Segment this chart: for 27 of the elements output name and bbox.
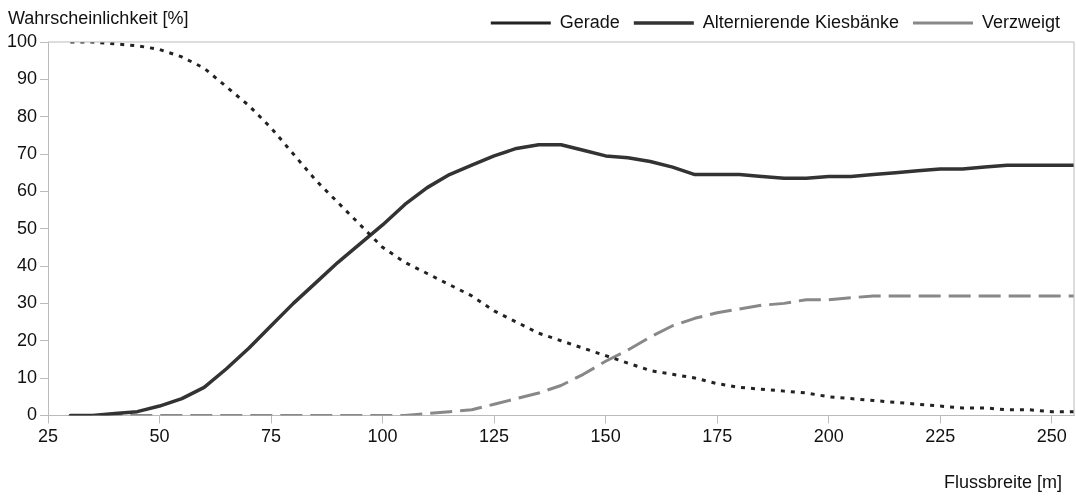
legend-label: Gerade [559, 11, 620, 32]
x-tick-label: 50 [149, 426, 170, 447]
y-axis-title: Wahrscheinlichkeit [%] [8, 7, 190, 30]
x-tick-label: 100 [367, 426, 398, 447]
x-tick-label: 75 [261, 426, 282, 447]
y-tick-label: 30 [17, 292, 38, 313]
x-tick-label: 150 [590, 426, 621, 447]
legend-label: Alternierende Kiesbänke [702, 11, 899, 32]
x-tick-label: 25 [38, 426, 59, 447]
y-tick-label: 40 [17, 255, 38, 276]
x-tick-label: 175 [702, 426, 733, 447]
y-tick-label: 10 [17, 367, 38, 388]
y-tick-label: 70 [17, 142, 38, 163]
line-series [68, 42, 1074, 414]
y-tick-label: 60 [17, 180, 38, 201]
y-tick-label: 90 [17, 68, 38, 89]
x-axis-title: Flussbreite [m] [943, 472, 1062, 493]
y-tick-label: 50 [17, 217, 38, 238]
legend-label: Verzweigt [981, 11, 1061, 32]
x-tick-label: 250 [1036, 426, 1067, 447]
y-tick-label: 0 [27, 404, 38, 425]
y-tick-label: 100 [6, 30, 38, 51]
y-tick-label: 20 [17, 329, 38, 350]
x-tick-label: 125 [479, 426, 510, 447]
y-tick-label: 80 [17, 105, 38, 126]
x-tick-label: 225 [925, 426, 956, 447]
x-tick-label: 200 [813, 426, 844, 447]
